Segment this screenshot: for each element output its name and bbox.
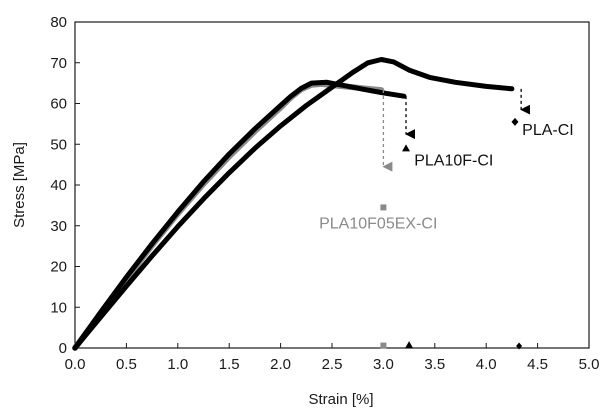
end-marker-pla10f05ex-ci [380,342,387,349]
series-line-pla-ci [72,57,515,351]
x-tick-label: 1.5 [219,356,240,373]
series-label-pla-ci: PLA-CI [522,122,574,139]
y-tick-label: 30 [50,218,67,235]
x-tick-label: 2.5 [322,356,343,373]
x-axis-title: Strain [%] [308,391,373,408]
end-marker-pla10f-ci [405,341,414,349]
y-tick-label: 50 [50,136,67,153]
x-tick-label: 1.0 [167,356,188,373]
y-tick-label: 0 [59,340,67,357]
end-marker-pla-ci [516,342,523,350]
failure-marker-pla10f05ex-ci [380,204,387,211]
x-tick-label: 0.5 [116,356,137,373]
x-tick-label: 4.0 [476,356,497,373]
x-tick-label: 4.5 [527,356,548,373]
x-tick-label: 3.5 [424,356,445,373]
plot-frame [74,21,590,349]
y-tick-label: 70 [50,55,67,72]
x-tick-label: 5.0 [579,356,600,373]
y-tick-label: 80 [50,14,67,31]
y-tick-label: 40 [50,177,67,194]
series-line-pla10f-ci [72,79,407,351]
y-tick-label: 10 [50,299,67,316]
x-tick-label: 3.0 [373,356,394,373]
series-label-pla10f-ci: PLA10F-CI [414,153,493,170]
x-tick-label: 2.0 [270,356,291,373]
y-tick-label: 60 [50,96,67,113]
y-tick-label: 20 [50,259,67,276]
failure-marker-pla-ci [511,117,519,126]
x-tick-label: 0.0 [65,356,86,373]
failure-marker-pla10f-ci [402,144,411,152]
y-axis-title: Stress [MPa] [11,142,28,228]
plot-area: 0.0 0.5 1.0 1.5 2.0 2.5 3.0 3.5 4.0 4.5 5.0 0 10 20 30… [50,14,599,373]
series-label-pla10f05ex-ci: PLA10F05EX-CI [319,216,437,233]
